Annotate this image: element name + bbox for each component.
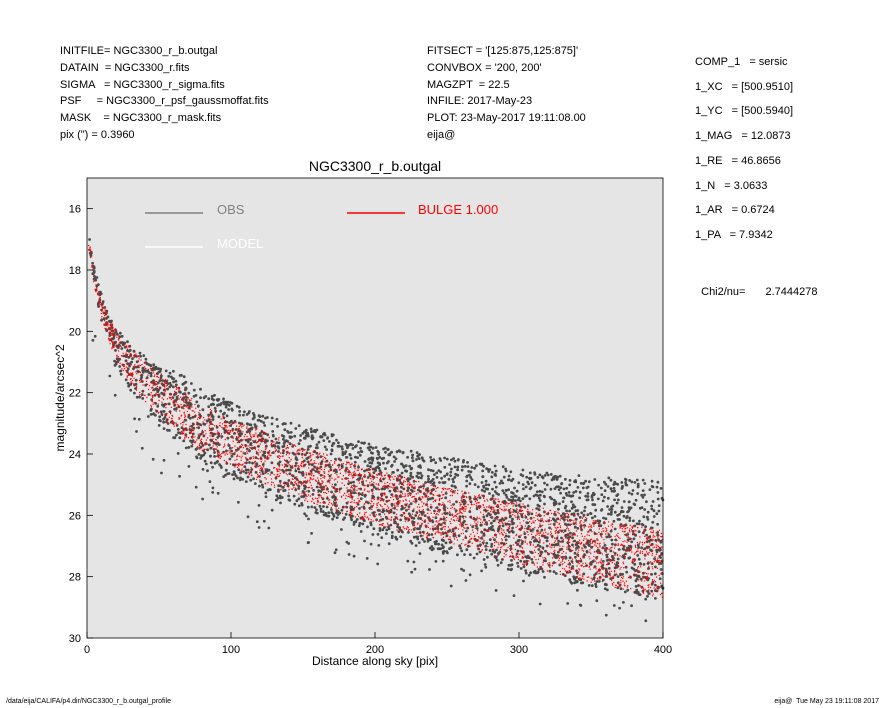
y-tick-label: 28 <box>69 572 81 584</box>
component-value: = [500.9510] <box>731 80 794 93</box>
y-tick-label: 30 <box>69 633 81 645</box>
series-obs <box>88 238 665 623</box>
series-points-bulge <box>87 244 664 598</box>
component-key: 1_XC <box>695 80 723 93</box>
header-mid-key: eija@ <box>427 128 456 141</box>
component-key: 1_AR <box>695 204 723 217</box>
header-left-key: pix (") = <box>60 128 98 141</box>
header-left: INITFILE= NGC3300_r_b.outgal DATAIN = NGC… <box>60 43 269 144</box>
header-mid-value: 22.5 <box>488 78 510 91</box>
x-tick-label: 100 <box>222 644 240 656</box>
component-key: 1_RE <box>695 154 723 167</box>
component-value: = 12.0873 <box>741 130 791 143</box>
y-tick-label: 26 <box>69 510 81 522</box>
header-mid-row: FITSECT = '[125:875,125:875]' <box>427 43 586 60</box>
header-mid-key: CONVBOX = <box>427 61 492 74</box>
legend-label-2: BULGE 1.000 <box>418 202 498 217</box>
chart-title: NGC3300_r_b.outgal <box>309 158 441 174</box>
header-left-value: NGC3300_r_psf_gaussmoffat.fits <box>106 95 269 108</box>
header-left-value: NGC3300_r_sigma.fits <box>113 78 225 91</box>
y-axis-label: magnitude/arcsec^2 <box>53 344 67 451</box>
component-key: 1_YC <box>695 105 723 118</box>
header-left-key: MASK = <box>60 112 110 125</box>
component-row: 1_XC = [500.9510] <box>695 75 793 100</box>
header-left-value: 0.3960 <box>100 128 135 141</box>
component-value: = sersic <box>749 56 788 68</box>
header-mid-row: CONVBOX = '200, 200' <box>427 60 586 77</box>
header-mid-key: INFILE: <box>427 95 465 108</box>
series-points-obs <box>88 238 665 623</box>
footer-path: /data/eija/CALIFA/p4.dir/NGC3300_r_b.out… <box>6 698 171 705</box>
component-row: 1_RE = 46.8656 <box>695 149 793 174</box>
component-key: COMP_1 <box>695 56 741 68</box>
footer-timestamp: eija@ Tue May 23 19:11:08 2017 <box>774 698 879 705</box>
component-value: = 3.0633 <box>724 179 768 192</box>
header-mid-value: 2017-May-23 <box>467 95 533 108</box>
header-mid-value: '[125:875,125:875]' <box>485 45 579 57</box>
scatter-points <box>87 238 665 623</box>
header-mid-row: MAGZPT = 22.5 <box>427 77 586 94</box>
component-row: 1_PA = 7.9342 <box>695 223 793 248</box>
y-tick-label: 18 <box>69 265 81 277</box>
x-tick-label: 200 <box>366 644 384 656</box>
component-row: 1_YC = [500.5940] <box>695 99 793 124</box>
x-tick-label: 0 <box>84 644 90 656</box>
x-tick-label: 300 <box>510 644 528 656</box>
header-mid-value: 23-May-2017 19:11:08.00 <box>460 112 586 125</box>
y-tick-label: 24 <box>69 449 81 461</box>
header-mid-row: eija@ <box>427 127 586 144</box>
y-tick-label: 16 <box>69 204 81 216</box>
header-mid-value: '200, 200' <box>494 61 542 74</box>
component-row: COMP_1 = sersic <box>695 50 793 75</box>
header-left-value: NGC3300_r_mask.fits <box>112 112 222 125</box>
header-mid-row: PLOT: 23-May-2017 19:11:08.00 <box>427 110 586 127</box>
chi2-label: Chi2/nu= <box>701 286 746 298</box>
component-value: = 7.9342 <box>729 228 773 241</box>
header-left-row: INITFILE= NGC3300_r_b.outgal <box>60 43 269 60</box>
component-value: = 0.6724 <box>731 204 775 217</box>
legend-label-0: OBS <box>217 202 245 217</box>
component-parameters: COMP_1 = sersic 1_XC = [500.9510] 1_YC = [… <box>695 50 793 248</box>
component-key: 1_MAG <box>695 130 733 143</box>
header-mid: FITSECT = '[125:875,125:875]' CONVBOX = '… <box>427 43 586 144</box>
component-value: = [500.5940] <box>731 105 794 118</box>
header-left-row: pix (") = 0.3960 <box>60 127 269 144</box>
component-row: 1_MAG = 12.0873 <box>695 124 793 149</box>
y-tick-label: 20 <box>69 326 81 338</box>
component-key: 1_N <box>695 179 716 192</box>
header-left-value: NGC3300_r.fits <box>114 61 190 74</box>
header-left-key: SIGMA = <box>60 78 111 91</box>
x-axis-label: Distance along sky [pix] <box>312 654 438 668</box>
header-left-key: PSF = <box>60 95 104 108</box>
header-left-row: SIGMA = NGC3300_r_sigma.fits <box>60 77 269 94</box>
component-row: 1_AR = 0.6724 <box>695 198 793 223</box>
header-left-key: DATAIN = <box>60 61 112 74</box>
header-left-row: MASK = NGC3300_r_mask.fits <box>60 110 269 127</box>
header-left-value: NGC3300_r_b.outgal <box>113 45 218 57</box>
series-bulge <box>87 244 664 598</box>
axes: 0 100 200 300 400 16 18 20 22 24 26 28 30 <box>69 177 672 656</box>
chi2-value: 2.7444278 <box>765 286 818 298</box>
header-mid-row: INFILE: 2017-May-23 <box>427 93 586 110</box>
x-tick-label: 400 <box>654 644 672 656</box>
header-mid-key: MAGZPT = <box>427 78 486 91</box>
legend: OBS MODEL BULGE 1.000 <box>145 202 498 251</box>
header-left-row: PSF = NGC3300_r_psf_gaussmoffat.fits <box>60 93 269 110</box>
legend-label-1: MODEL <box>217 236 263 251</box>
component-row: 1_N = 3.0633 <box>695 174 793 199</box>
component-key: 1_PA <box>695 228 721 241</box>
header-mid-key: FITSECT = <box>427 45 483 57</box>
chi2-readout: Chi2/nu= 2.7444278 <box>695 274 817 298</box>
header-left-key: INITFILE= <box>60 45 111 57</box>
header-left-row: DATAIN = NGC3300_r.fits <box>60 60 269 77</box>
y-tick-label: 22 <box>69 388 81 400</box>
component-value: = 46.8656 <box>731 154 781 167</box>
header-mid-key: PLOT: <box>427 112 458 125</box>
